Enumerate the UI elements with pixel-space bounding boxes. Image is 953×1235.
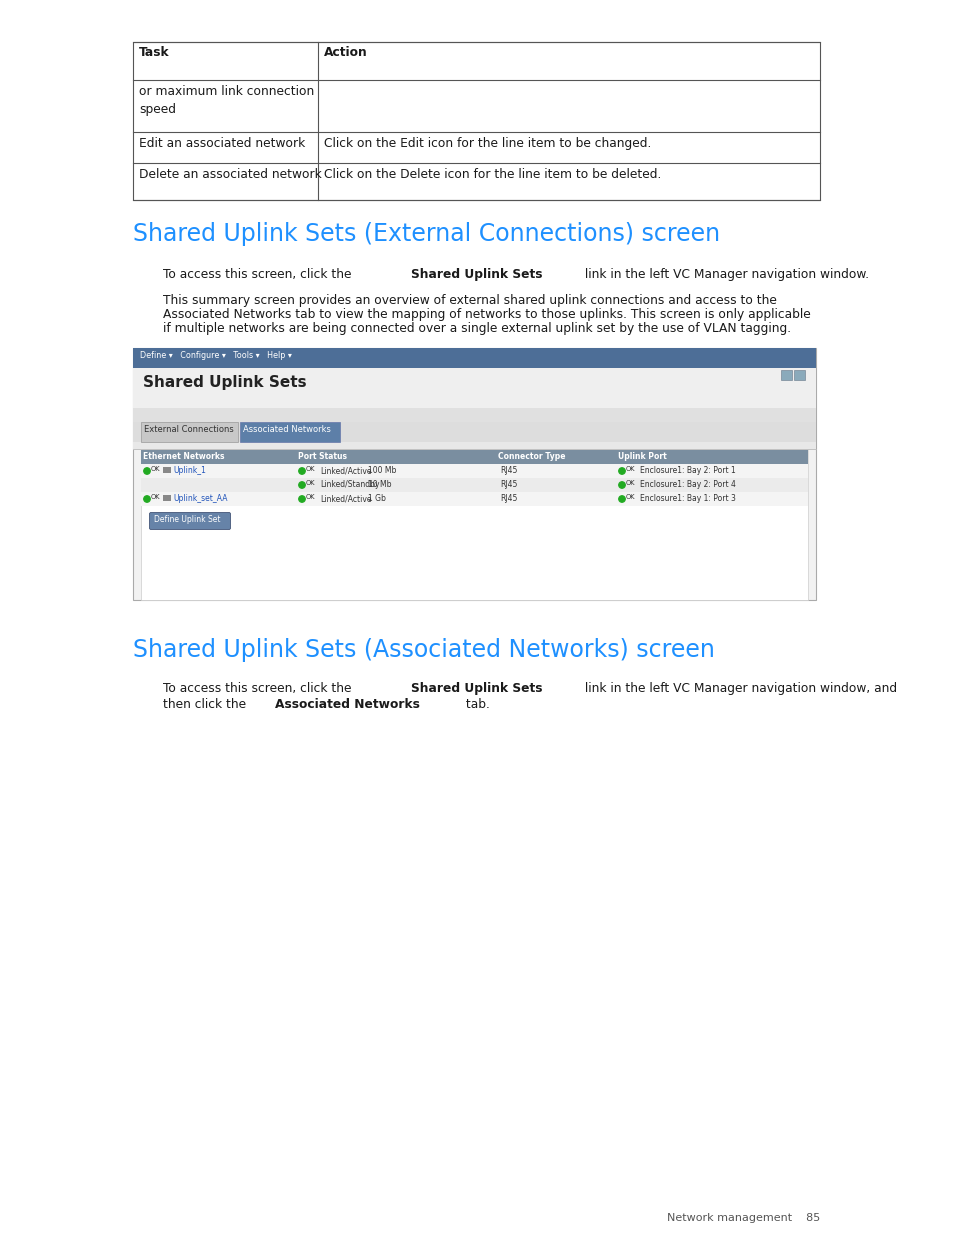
Text: Uplink Port: Uplink Port [618, 452, 666, 461]
Bar [163, 467, 171, 473]
Circle shape [144, 468, 150, 474]
Text: Associated Networks tab to view the mapping of networks to those uplinks. This s: Associated Networks tab to view the mapp… [163, 308, 810, 321]
Text: OK: OK [151, 494, 160, 500]
Text: Network management    85: Network management 85 [666, 1213, 820, 1223]
Bar [141, 478, 807, 492]
Circle shape [298, 468, 305, 474]
Text: or maximum link connection
speed: or maximum link connection speed [139, 85, 314, 116]
Text: if multiple networks are being connected over a single external uplink set by th: if multiple networks are being connected… [163, 322, 790, 335]
FancyBboxPatch shape [150, 513, 231, 530]
Bar [163, 495, 171, 501]
Text: OK: OK [306, 466, 315, 472]
Text: RJ45: RJ45 [499, 494, 517, 503]
Bar [141, 450, 807, 600]
Text: Define Uplink Set: Define Uplink Set [153, 515, 220, 525]
Text: External Connections: External Connections [144, 425, 233, 433]
Text: To access this screen, click the: To access this screen, click the [163, 682, 355, 695]
Text: Task: Task [139, 46, 170, 59]
Text: Define ▾   Configure ▾   Tools ▾   Help ▾: Define ▾ Configure ▾ Tools ▾ Help ▾ [140, 351, 292, 359]
Text: link in the left VC Manager navigation window.: link in the left VC Manager navigation w… [580, 268, 868, 282]
Bar [132, 348, 815, 600]
Bar [240, 422, 339, 442]
Circle shape [618, 495, 624, 503]
Circle shape [618, 468, 624, 474]
Text: Enclosure1: Bay 2: Port 1: Enclosure1: Bay 2: Port 1 [639, 466, 735, 475]
Text: Click on the Delete icon for the line item to be deleted.: Click on the Delete icon for the line it… [324, 168, 660, 182]
Bar [141, 422, 237, 442]
Text: Shared Uplink Sets: Shared Uplink Sets [411, 682, 542, 695]
Bar [141, 450, 807, 464]
Text: 10 Mb: 10 Mb [368, 480, 391, 489]
Circle shape [618, 482, 624, 488]
Circle shape [298, 495, 305, 503]
Text: Shared Uplink Sets: Shared Uplink Sets [411, 268, 542, 282]
Text: OK: OK [306, 480, 315, 487]
Text: Linked/Active: Linked/Active [319, 494, 371, 503]
Text: Shared Uplink Sets (Associated Networks) screen: Shared Uplink Sets (Associated Networks)… [132, 638, 714, 662]
Bar [132, 442, 815, 450]
Text: Linked/Standby: Linked/Standby [319, 480, 379, 489]
Text: OK: OK [625, 466, 635, 472]
Text: Uplink_set_AA: Uplink_set_AA [172, 494, 227, 503]
Bar [132, 422, 815, 442]
Text: Connector Type: Connector Type [497, 452, 565, 461]
Circle shape [298, 482, 305, 488]
Text: Port Status: Port Status [297, 452, 347, 461]
Text: OK: OK [625, 480, 635, 487]
Text: Shared Uplink Sets (External Connections) screen: Shared Uplink Sets (External Connections… [132, 222, 720, 246]
Text: OK: OK [151, 466, 160, 472]
Text: tab.: tab. [461, 698, 490, 711]
Text: RJ45: RJ45 [499, 480, 517, 489]
Text: Shared Uplink Sets: Shared Uplink Sets [143, 375, 306, 390]
Text: RJ45: RJ45 [499, 466, 517, 475]
Bar [132, 348, 815, 368]
Text: then click the: then click the [163, 698, 250, 711]
Text: Associated Networks: Associated Networks [243, 425, 331, 433]
Bar [141, 492, 807, 506]
Text: 100 Mb: 100 Mb [368, 466, 395, 475]
Text: Action: Action [324, 46, 367, 59]
Circle shape [144, 495, 150, 503]
Text: Associated Networks: Associated Networks [275, 698, 419, 711]
Text: Edit an associated network: Edit an associated network [139, 137, 305, 149]
Text: link in the left VC Manager navigation window, and: link in the left VC Manager navigation w… [580, 682, 896, 695]
Text: Enclosure1: Bay 2: Port 4: Enclosure1: Bay 2: Port 4 [639, 480, 735, 489]
Bar [132, 42, 820, 200]
Bar [141, 464, 807, 478]
Bar [781, 370, 791, 380]
Text: OK: OK [625, 494, 635, 500]
Text: Ethernet Networks: Ethernet Networks [143, 452, 224, 461]
Bar [132, 368, 815, 408]
Text: 1 Gb: 1 Gb [368, 494, 385, 503]
Text: Enclosure1: Bay 1: Port 3: Enclosure1: Bay 1: Port 3 [639, 494, 735, 503]
Text: To access this screen, click the: To access this screen, click the [163, 268, 355, 282]
Bar [793, 370, 804, 380]
Text: This summary screen provides an overview of external shared uplink connections a: This summary screen provides an overview… [163, 294, 776, 308]
Text: Uplink_1: Uplink_1 [172, 466, 206, 475]
Bar [132, 408, 815, 422]
Text: Click on the Edit icon for the line item to be changed.: Click on the Edit icon for the line item… [324, 137, 651, 149]
Text: Linked/Active: Linked/Active [319, 466, 371, 475]
Text: OK: OK [306, 494, 315, 500]
Text: Delete an associated network: Delete an associated network [139, 168, 321, 182]
